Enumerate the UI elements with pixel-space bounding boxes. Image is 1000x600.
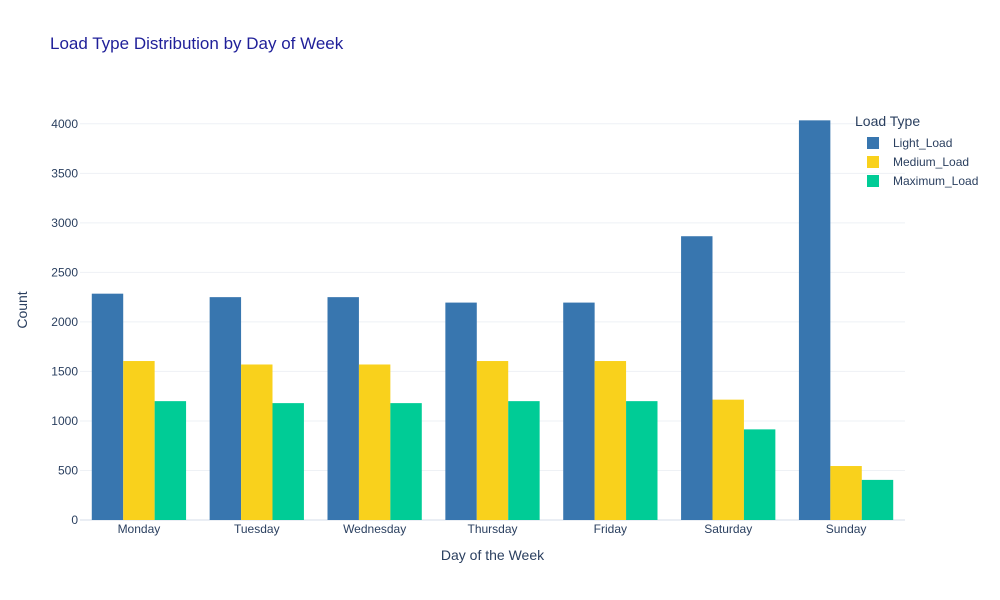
y-tick-label: 1500	[51, 364, 78, 378]
bar-maximum-load	[390, 403, 422, 520]
bars	[91, 120, 894, 520]
x-axis-title: Day of the Week	[441, 547, 545, 563]
legend-swatch	[867, 174, 879, 187]
bar-light-load	[563, 302, 595, 520]
x-tick-label: Tuesday	[234, 522, 280, 536]
bar-maximum-load	[154, 401, 187, 520]
legend-swatch	[867, 136, 879, 149]
axes: 0 500 1000 1500 2000 2500 3000 3500 4000 Monday Tu…	[14, 117, 866, 563]
bar-light-load	[327, 297, 359, 520]
legend-label: Maximum_Load	[893, 173, 979, 188]
legend-swatch	[867, 155, 879, 168]
legend-title: Load Type	[855, 113, 921, 129]
y-tick-label: 0	[71, 513, 78, 527]
bar-medium-load	[123, 361, 155, 520]
legend: Load Type Light_Load Medium_Load Maximum_L…	[855, 113, 978, 190]
y-axis-title: Count	[14, 291, 30, 328]
bar-medium-load	[712, 399, 744, 520]
bar-medium-load	[476, 361, 509, 520]
bar-maximum-load	[508, 401, 540, 520]
x-tick-label: Friday	[594, 522, 627, 536]
bar-medium-load	[241, 364, 273, 520]
y-tick-label: 3500	[51, 166, 78, 180]
x-tick-label: Sunday	[826, 522, 867, 536]
chart-title: Load Type Distribution by Day of Week	[50, 34, 344, 53]
bar-light-load	[681, 236, 713, 520]
x-tick-label: Thursday	[467, 522, 517, 536]
bar-medium-load	[830, 466, 862, 520]
bar-medium-load	[594, 361, 627, 520]
bar-medium-load	[358, 364, 391, 520]
bar-maximum-load	[626, 401, 658, 520]
bar-light-load	[209, 297, 242, 520]
legend-label: Medium_Load	[893, 154, 970, 169]
bar-light-load	[798, 120, 831, 520]
bar-light-load	[445, 302, 477, 520]
y-tick-label: 4000	[51, 117, 78, 131]
y-tick-label: 2000	[51, 315, 78, 329]
y-tick-label: 1000	[51, 414, 78, 428]
x-tick-label: Saturday	[704, 522, 752, 536]
bar-maximum-load	[272, 403, 304, 520]
y-tick-label: 500	[58, 463, 78, 477]
bar-maximum-load	[861, 479, 894, 520]
bar-light-load	[91, 293, 124, 520]
legend-label: Light_Load	[893, 135, 953, 150]
x-tick-label: Wednesday	[343, 522, 406, 536]
legend-item[interactable]: Medium_Load	[855, 152, 978, 171]
bar-maximum-load	[743, 429, 776, 520]
y-tick-label: 3000	[51, 216, 78, 230]
legend-item[interactable]: Light_Load	[855, 133, 978, 152]
legend-item[interactable]: Maximum_Load	[855, 171, 978, 190]
x-tick-label: Monday	[118, 522, 161, 536]
y-tick-label: 2500	[51, 265, 78, 279]
